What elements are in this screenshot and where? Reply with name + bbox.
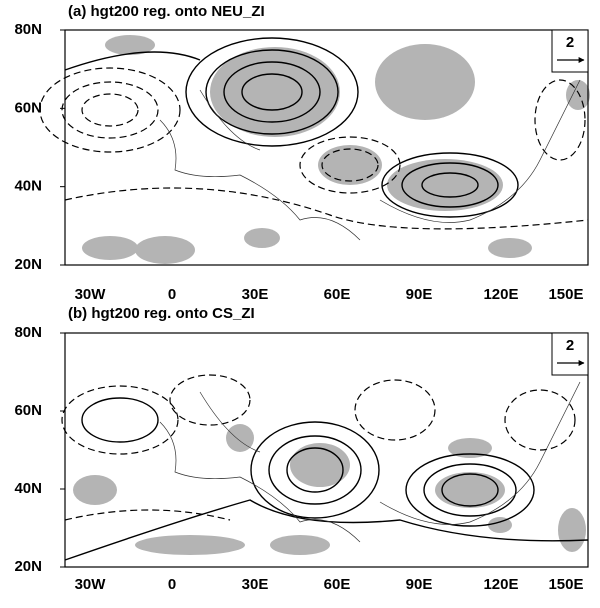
panel-b: 2 (b) hgt200 reg. onto CS_ZI 80N 60N 40N 20… <box>14 305 589 593</box>
lon-label: 0 <box>168 576 176 593</box>
lon-label: 30E <box>242 286 269 303</box>
lon-label: 60E <box>324 286 351 303</box>
panel-title: (a) hgt200 reg. onto NEU_ZI <box>68 3 265 20</box>
lon-label: 150E <box>548 576 583 593</box>
lat-label: 80N <box>14 21 42 38</box>
lat-label: 80N <box>14 324 42 341</box>
lat-label: 60N <box>14 402 42 419</box>
lat-label: 40N <box>14 480 42 497</box>
lon-label: 30W <box>75 286 107 303</box>
reference-vector-label: 2 <box>566 337 574 354</box>
reference-vector-box: 2 <box>551 332 589 376</box>
lon-label: 30W <box>75 576 107 593</box>
lon-label: 120E <box>483 286 518 303</box>
contours <box>39 37 589 230</box>
panel-title: (b) hgt200 reg. onto CS_ZI <box>68 305 255 322</box>
panel-a: 2 (a) hgt200 reg. onto NEU_ZI 80N 60N 40N 2… <box>14 3 590 303</box>
reference-vector-label: 2 <box>566 34 574 51</box>
lat-label: 20N <box>14 558 42 575</box>
lon-label: 60E <box>324 576 351 593</box>
lon-label: 30E <box>242 576 269 593</box>
contours <box>61 374 589 561</box>
lat-label: 60N <box>14 99 42 116</box>
lon-label: 90E <box>406 286 433 303</box>
reference-vector-box: 2 <box>551 29 589 73</box>
lat-label: 20N <box>14 256 42 273</box>
lon-label: 90E <box>406 576 433 593</box>
lon-label: 150E <box>548 286 583 303</box>
lon-label: 0 <box>168 286 176 303</box>
lat-label: 40N <box>14 178 42 195</box>
lon-label: 120E <box>483 576 518 593</box>
shading <box>82 35 590 264</box>
